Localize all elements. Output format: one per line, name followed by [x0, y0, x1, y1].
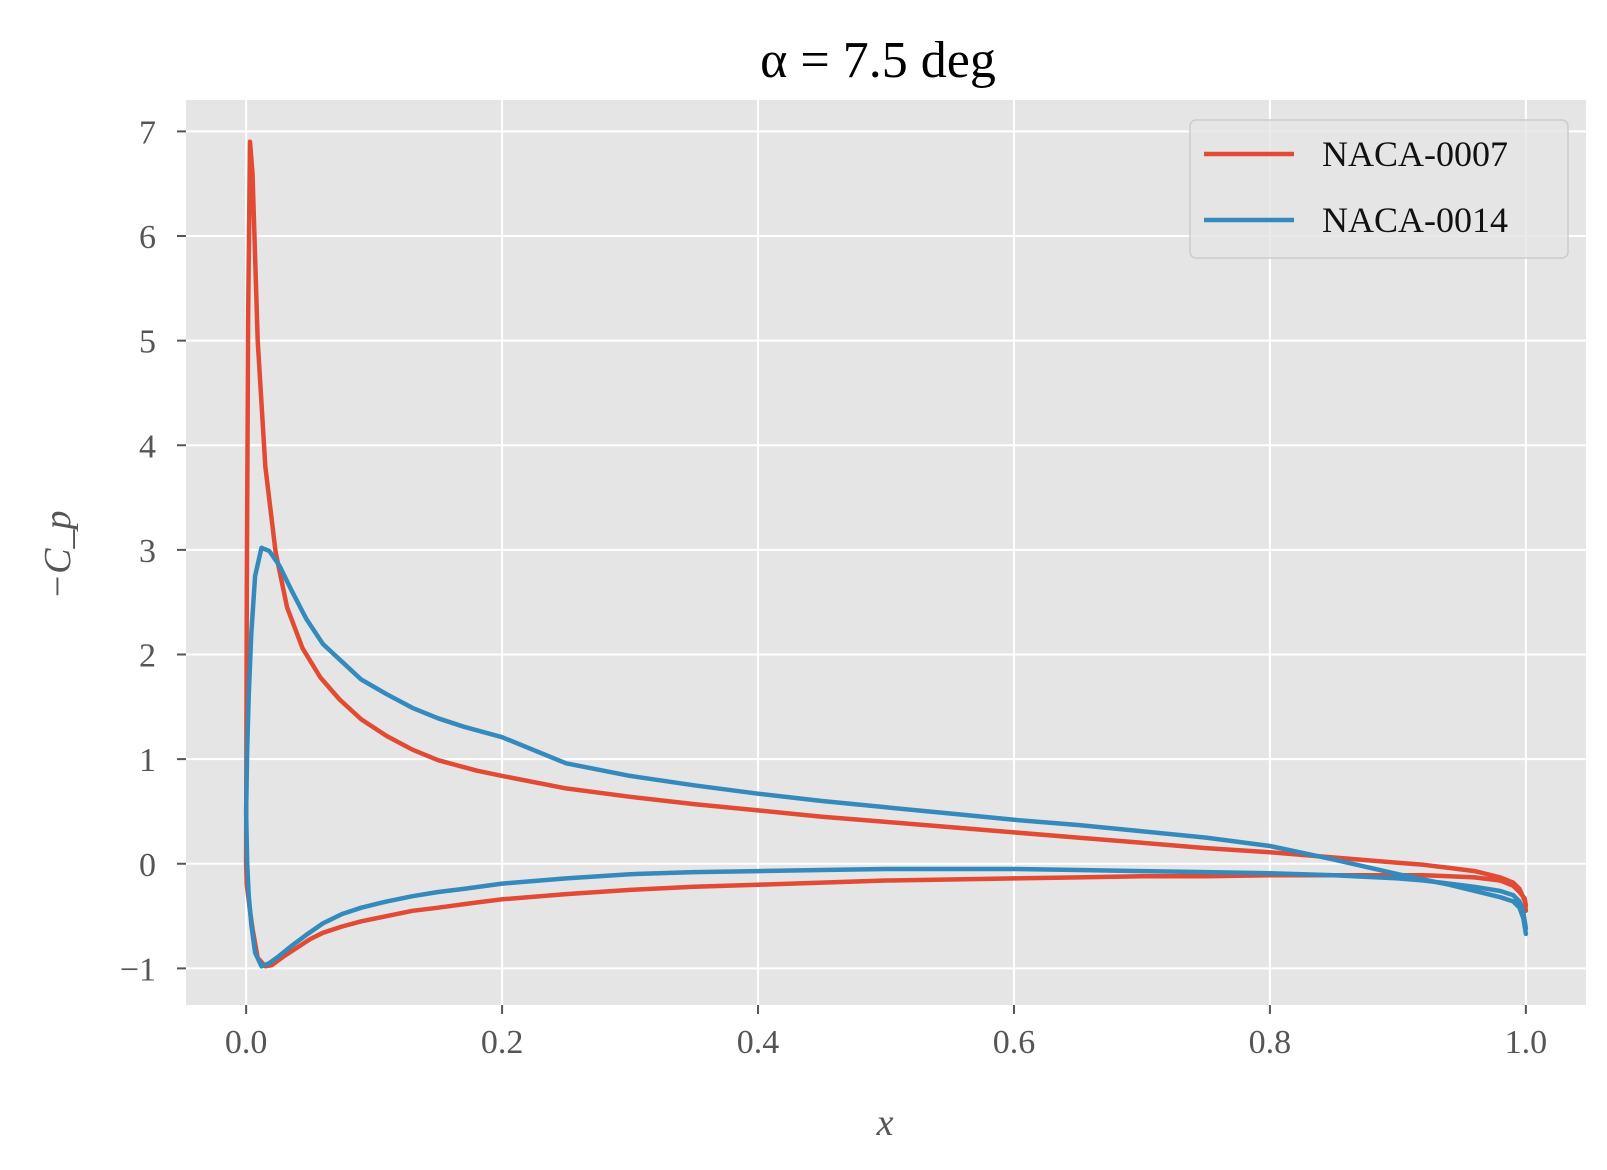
x-axis-ticks: 0.0 0.2 0.4 0.6 0.8 1.0 [225, 1005, 1547, 1061]
y-tick-label: 6 [139, 219, 156, 256]
y-tick-label: 2 [139, 638, 156, 675]
y-tick-label: −1 [120, 951, 156, 988]
y-tick-label: 1 [139, 742, 156, 779]
legend-label: NACA-0014 [1322, 200, 1508, 240]
y-axis-label: −C_p [37, 511, 79, 600]
x-tick-label: 0.4 [737, 1024, 780, 1061]
y-tick-label: 3 [139, 533, 156, 570]
y-tick-label: 7 [139, 114, 156, 151]
y-tick-label: 4 [139, 428, 156, 465]
series-lines [243, 139, 1529, 969]
y-tick-label: 5 [139, 324, 156, 361]
x-tick-label: 0.0 [225, 1024, 268, 1061]
x-tick-label: 1.0 [1505, 1024, 1548, 1061]
x-axis-label: x [876, 1102, 894, 1144]
legend-label: NACA-0007 [1322, 134, 1508, 174]
legend: NACA-0007 NACA-0014 [1189, 119, 1569, 259]
x-tick-label: 0.6 [993, 1024, 1036, 1061]
y-axis-ticks: −1 0 1 2 3 4 5 6 7 [120, 114, 186, 988]
grid-lines [186, 100, 1586, 1005]
y-tick-label: 0 [139, 847, 156, 884]
x-tick-label: 0.8 [1249, 1024, 1292, 1061]
series-line-naca-0014 [243, 545, 1529, 969]
x-tick-label: 0.2 [481, 1024, 524, 1061]
chart-title: α = 7.5 deg [760, 32, 996, 89]
